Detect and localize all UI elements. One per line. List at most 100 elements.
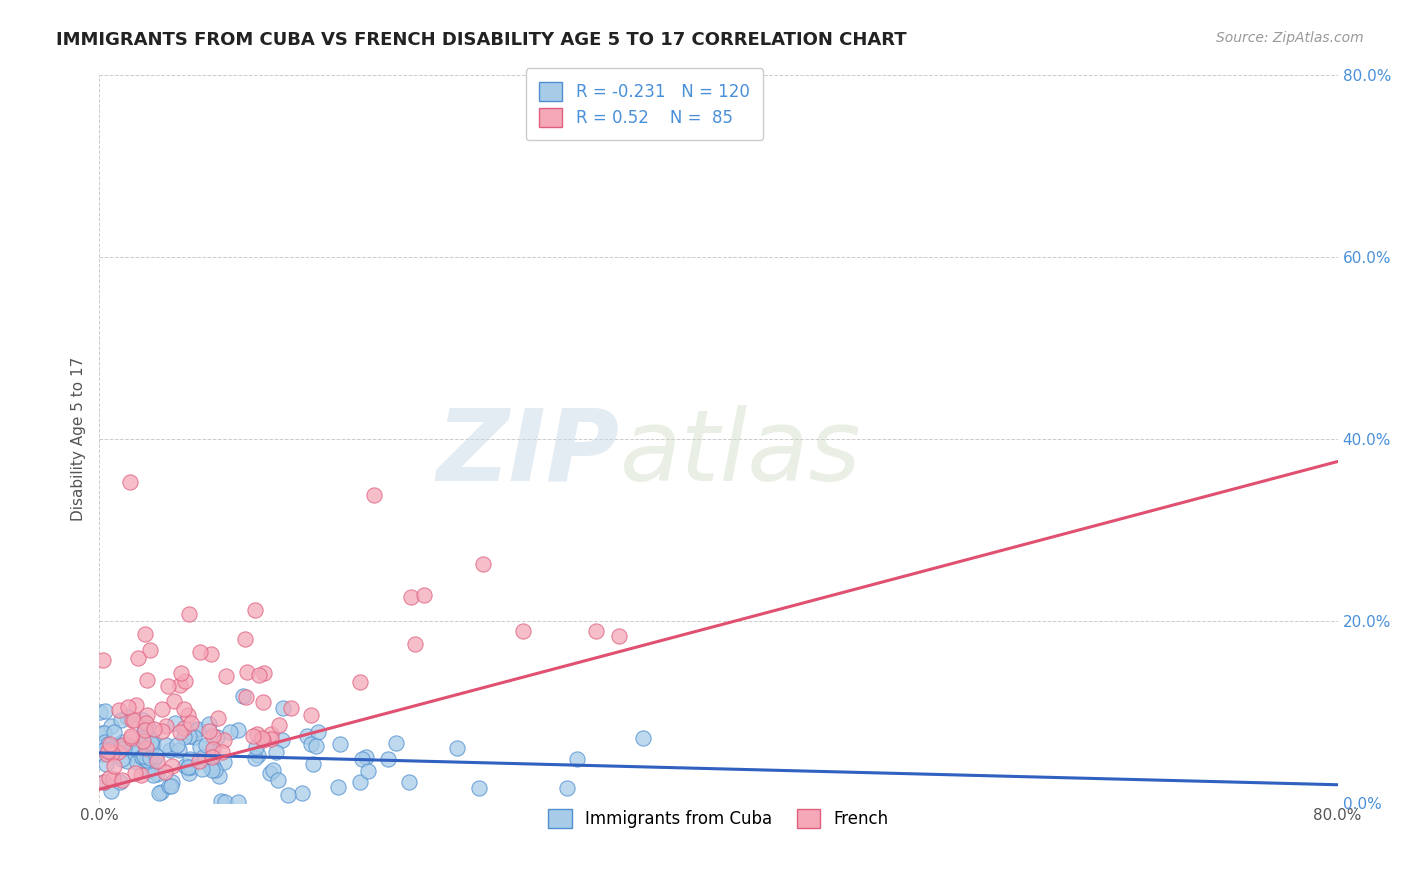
Point: [89, 705, 111, 719]
Point: [135, 740, 157, 755]
Point: [136, 764, 159, 778]
Point: [307, 724, 329, 739]
Point: [174, 759, 197, 773]
Point: [233, 632, 256, 646]
Point: [115, 710, 138, 724]
Point: [260, 726, 283, 740]
Point: [135, 753, 157, 767]
Point: [91, 747, 114, 761]
Point: [127, 650, 149, 665]
Point: [98, 771, 121, 785]
Point: [512, 624, 534, 638]
Point: [215, 668, 238, 682]
Point: [139, 751, 162, 765]
Point: [159, 743, 181, 757]
Point: [259, 766, 281, 780]
Point: [103, 725, 125, 739]
Point: [201, 750, 224, 764]
Point: [252, 695, 274, 709]
Point: [93, 774, 115, 789]
Point: [187, 722, 209, 736]
Point: [127, 755, 149, 769]
Point: [472, 557, 495, 571]
Point: [139, 642, 162, 657]
Point: [212, 755, 235, 769]
Point: [136, 708, 159, 723]
Point: [155, 719, 177, 733]
Point: [94, 756, 117, 771]
Point: [160, 759, 183, 773]
Point: [98, 738, 121, 752]
Point: [191, 750, 214, 764]
Point: [143, 722, 166, 736]
Point: [98, 741, 121, 756]
Point: [156, 679, 179, 693]
Point: [124, 713, 146, 727]
Point: [266, 745, 288, 759]
Point: [188, 754, 211, 768]
Point: [173, 674, 195, 689]
Point: [122, 740, 145, 755]
Point: [235, 690, 257, 705]
Point: [173, 702, 195, 716]
Point: [136, 673, 159, 688]
Point: [177, 761, 200, 775]
Point: [262, 764, 284, 778]
Point: [160, 775, 183, 789]
Point: [198, 760, 221, 774]
Point: [135, 715, 157, 730]
Point: [111, 752, 134, 766]
Point: [170, 665, 193, 680]
Point: [329, 737, 352, 751]
Point: [250, 731, 273, 745]
Point: [245, 727, 267, 741]
Point: [177, 729, 200, 743]
Point: [121, 713, 143, 727]
Point: [349, 674, 371, 689]
Point: [132, 724, 155, 739]
Point: [204, 763, 226, 777]
Point: [131, 751, 153, 765]
Point: [260, 731, 283, 746]
Point: [132, 713, 155, 727]
Point: [183, 730, 205, 744]
Point: [191, 762, 214, 776]
Point: [169, 725, 191, 739]
Point: [97, 743, 120, 757]
Point: [186, 723, 208, 738]
Point: [399, 590, 422, 604]
Point: [107, 738, 129, 752]
Point: [180, 716, 202, 731]
Point: [243, 751, 266, 765]
Point: [226, 723, 249, 737]
Point: [97, 737, 120, 751]
Point: [169, 678, 191, 692]
Point: [148, 786, 170, 800]
Point: [103, 745, 125, 759]
Point: [200, 647, 222, 661]
Point: [212, 733, 235, 747]
Point: [202, 741, 225, 756]
Point: [146, 767, 169, 781]
Point: [138, 747, 160, 761]
Point: [146, 754, 169, 768]
Point: [111, 773, 134, 788]
Point: [468, 780, 491, 795]
Point: [101, 746, 124, 760]
Point: [246, 748, 269, 763]
Point: [195, 738, 218, 752]
Point: [101, 772, 124, 786]
Point: [91, 726, 114, 740]
Point: [134, 751, 156, 765]
Y-axis label: Disability Age 5 to 17: Disability Age 5 to 17: [72, 357, 86, 521]
Point: [134, 753, 156, 767]
Point: [190, 739, 212, 754]
Point: [236, 665, 259, 679]
Text: ZIP: ZIP: [436, 405, 620, 502]
Point: [607, 629, 630, 643]
Point: [132, 734, 155, 748]
Point: [132, 730, 155, 744]
Point: [384, 736, 406, 750]
Point: [93, 774, 115, 789]
Point: [207, 711, 229, 725]
